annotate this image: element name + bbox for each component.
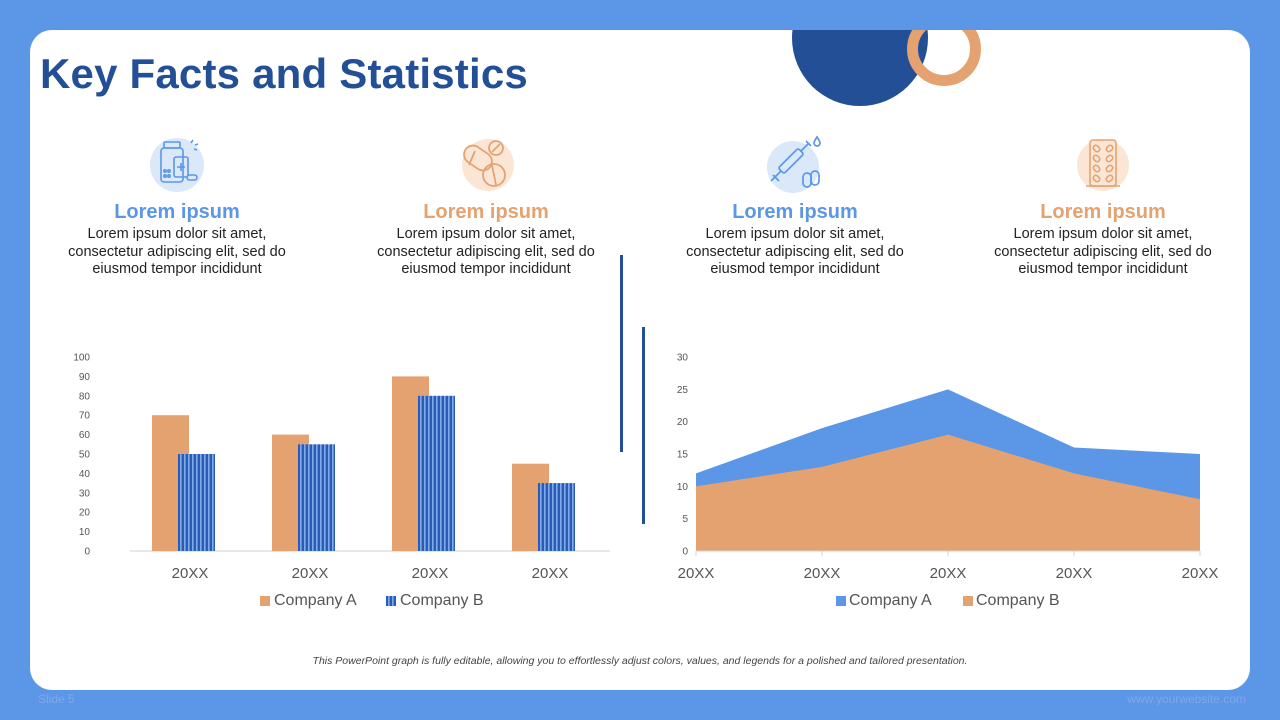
area-company-b — [696, 434, 1200, 551]
bar-company-b — [298, 444, 335, 551]
divider-line-lower — [642, 327, 645, 524]
x-tick-label: 20XX — [1056, 565, 1093, 582]
legend-swatch — [836, 596, 846, 606]
feature-card-3: Lorem ipsum Lorem ipsum dolor sit amet, … — [670, 135, 920, 279]
page-title: Key Facts and Statistics — [40, 50, 528, 97]
pill-pack-icon — [1073, 135, 1133, 195]
x-tick-label: 20XX — [292, 565, 329, 582]
legend-label: Company B — [400, 592, 484, 609]
y-tick-label: 60 — [79, 430, 91, 441]
feature-heading-2: Lorem ipsum — [423, 201, 549, 223]
x-tick-label: 20XX — [412, 565, 449, 582]
legend-label: Company A — [274, 592, 357, 609]
bar-company-b — [418, 395, 455, 551]
slide-card: Key Facts and Statistics Lorem ipsum Lor… — [30, 30, 1250, 690]
divider-line-upper — [620, 255, 623, 452]
syringe-icon — [765, 135, 825, 195]
y-tick-label: 70 — [79, 411, 91, 422]
medicine-bottle-icon — [147, 135, 207, 195]
slide-number: Slide 5 — [38, 692, 75, 706]
bar-company-b — [178, 454, 215, 551]
y-tick-label: 5 — [682, 514, 688, 525]
feature-card-1: Lorem ipsum Lorem ipsum dolor sit amet, … — [52, 135, 302, 279]
area-chart: 0 5 10 15 20 25 30 20XX 20XX 20XX 20XX 20XX Company … — [677, 353, 1219, 610]
y-tick-label: 40 — [79, 469, 91, 480]
y-tick-label: 20 — [677, 417, 689, 428]
y-tick-label: 0 — [84, 547, 90, 558]
feature-card-4: Lorem ipsum Lorem ipsum dolor sit amet, … — [978, 135, 1228, 279]
x-tick-label: 20XX — [172, 565, 209, 582]
y-tick-label: 10 — [677, 482, 689, 493]
pills-icon — [456, 135, 516, 195]
website-url: www.yourwebsite.com — [1127, 692, 1246, 706]
feature-text-3: Lorem ipsum dolor sit amet, consectetur … — [686, 226, 904, 277]
bar-company-b — [538, 483, 575, 551]
y-tick-label: 50 — [79, 450, 91, 461]
y-tick-label: 30 — [677, 353, 689, 364]
y-tick-label: 15 — [677, 450, 689, 461]
y-tick-label: 80 — [79, 391, 91, 402]
y-tick-label: 0 — [682, 547, 688, 558]
legend-swatch — [386, 596, 396, 606]
y-tick-label: 100 — [73, 353, 90, 364]
legend-swatch — [260, 596, 270, 606]
feature-heading-4: Lorem ipsum — [1040, 201, 1166, 223]
x-tick-label: 20XX — [532, 565, 569, 582]
y-tick-label: 90 — [79, 372, 91, 383]
feature-text-4: Lorem ipsum dolor sit amet, consectetur … — [994, 226, 1212, 277]
feature-heading-3: Lorem ipsum — [732, 201, 858, 223]
feature-card-2: Lorem ipsum Lorem ipsum dolor sit amet, … — [361, 135, 611, 279]
x-tick-label: 20XX — [804, 565, 841, 582]
bar-chart: 0 10 20 30 40 50 60 70 80 90 100 20XX 20XX 20XX 20XX Co… — [73, 353, 610, 609]
feature-text-1: Lorem ipsum dolor sit amet, consectetur … — [68, 226, 286, 277]
y-tick-label: 30 — [79, 488, 91, 499]
legend-label: Company B — [976, 592, 1060, 609]
x-tick-label: 20XX — [1182, 565, 1219, 582]
decorative-ring — [907, 30, 981, 86]
y-tick-label: 10 — [79, 527, 91, 538]
legend-swatch — [963, 596, 973, 606]
legend-label: Company A — [849, 592, 932, 609]
x-tick-label: 20XX — [930, 565, 967, 582]
y-tick-label: 25 — [677, 385, 689, 396]
x-tick-label: 20XX — [678, 565, 715, 582]
feature-text-2: Lorem ipsum dolor sit amet, consectetur … — [377, 226, 595, 277]
y-tick-label: 20 — [79, 508, 91, 519]
chart-caption: This PowerPoint graph is fully editable,… — [312, 655, 968, 667]
feature-heading-1: Lorem ipsum — [114, 201, 240, 223]
